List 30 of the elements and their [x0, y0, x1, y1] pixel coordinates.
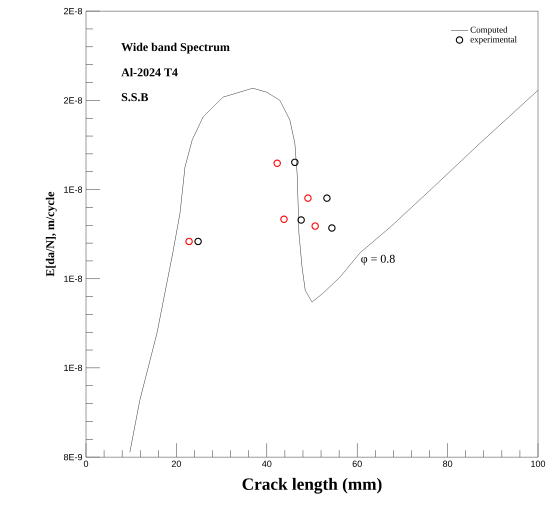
legend-label: Computed — [470, 26, 508, 35]
x-tick-label: 100 — [531, 460, 546, 467]
point — [194, 238, 202, 246]
x-tick-label: 40 — [262, 460, 272, 467]
legend-label: experimental — [470, 36, 517, 44]
point — [280, 216, 288, 224]
annotation: φ = 0.8 — [361, 254, 395, 266]
x-tick-label: 20 — [172, 460, 182, 467]
x-tick-label: 0 — [84, 460, 88, 467]
y-tick-label: 1E-8 — [64, 276, 82, 282]
point — [185, 238, 193, 246]
x-axis-title: Crack length (mm) — [242, 478, 382, 494]
annotation: Wide band Spectrum — [121, 42, 230, 54]
point — [323, 194, 331, 202]
point — [273, 160, 281, 168]
point — [291, 158, 299, 166]
y-tick-label: 2E-8 — [64, 97, 82, 104]
y-tick-label: 1E-8 — [64, 186, 82, 193]
annotation: S.S.B — [122, 93, 148, 102]
point — [311, 222, 319, 230]
annotation: Al-2024 T4 — [121, 68, 178, 76]
point — [304, 194, 312, 202]
y-tick-label: 8E-9 — [64, 454, 82, 460]
x-tick-label: 60 — [352, 460, 362, 467]
y-axis-title: E[da/N], m/cycle — [46, 192, 57, 276]
point — [328, 224, 336, 232]
y-tick-label: 1E-8 — [64, 364, 82, 372]
point — [297, 216, 305, 224]
x-tick-label: 80 — [443, 460, 452, 467]
y-tick-label: 2E-8 — [64, 8, 82, 14]
